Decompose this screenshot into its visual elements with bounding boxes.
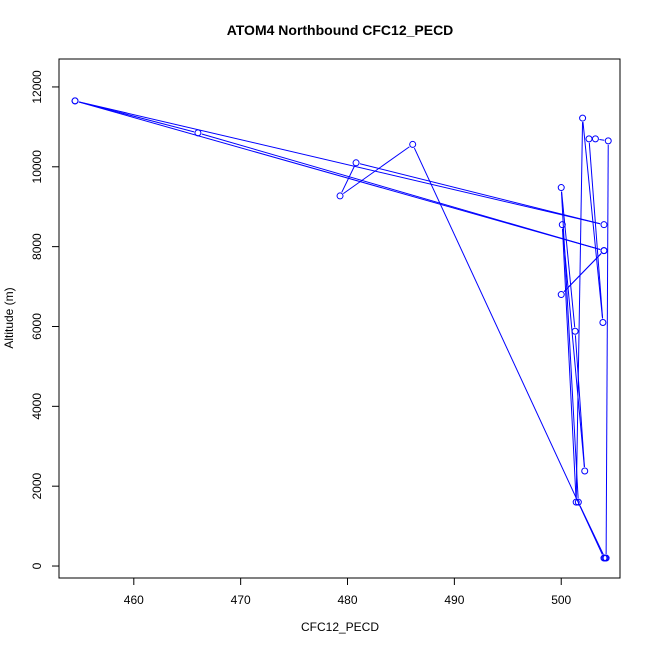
series-segment [562,228,585,468]
y-tick-label: 8000 [30,233,44,260]
y-tick-label: 10000 [30,150,44,184]
data-point [352,159,360,167]
series-segment [359,163,601,225]
series-segment [561,228,577,499]
data-point [336,192,344,200]
series-segment [588,142,604,319]
y-axis-label: Altitude (m) [2,287,16,348]
series-segment [560,191,579,499]
data-point [574,498,582,506]
data-point [557,184,565,192]
data-point [600,221,608,229]
x-axis-label: CFC12_PECD [301,620,379,634]
data-point [71,97,79,105]
series-segment [78,101,195,133]
series-segment [574,335,585,468]
series-segment [582,122,604,319]
y-tick-label: 4000 [30,393,44,420]
y-tick-label: 12000 [30,70,44,104]
data-point [194,129,202,137]
data-point [601,554,609,562]
data-point [571,327,579,335]
y-tick-label: 0 [30,562,44,569]
x-tick-label: 500 [551,593,571,607]
x-tick-label: 460 [124,593,144,607]
data-point [409,140,417,148]
series-segment [605,144,609,555]
data-point [591,135,599,143]
data-point [557,291,565,299]
plot-frame [58,58,621,579]
series-layer [71,97,612,562]
series-segment [78,101,601,225]
y-axis: 0 2000 4000 6000 8000 10000 12000 [30,70,60,569]
x-tick-label: 480 [337,593,357,607]
data-point [572,498,580,506]
data-point [579,114,587,122]
series-segment [599,138,605,141]
data-point [599,318,607,326]
data-point [600,247,608,255]
series-segment [343,146,410,195]
x-axis: 460 470 480 490 500 [124,577,572,607]
series-segment [561,191,576,328]
data-point [558,221,566,229]
data-point [585,135,593,143]
x-tick-label: 490 [444,593,464,607]
series-segment [78,101,601,251]
series-segment [575,122,584,499]
y-tick-label: 6000 [30,313,44,340]
chart-title: ATOM4 Northbound CFC12_PECD [227,22,454,38]
series-segment [579,505,604,555]
data-point [604,137,612,145]
series-segment [341,166,355,193]
series-segment [413,147,603,555]
x-tick-label: 470 [231,593,251,607]
y-tick-label: 2000 [30,473,44,500]
series-0 [71,97,612,562]
data-point [581,467,589,475]
